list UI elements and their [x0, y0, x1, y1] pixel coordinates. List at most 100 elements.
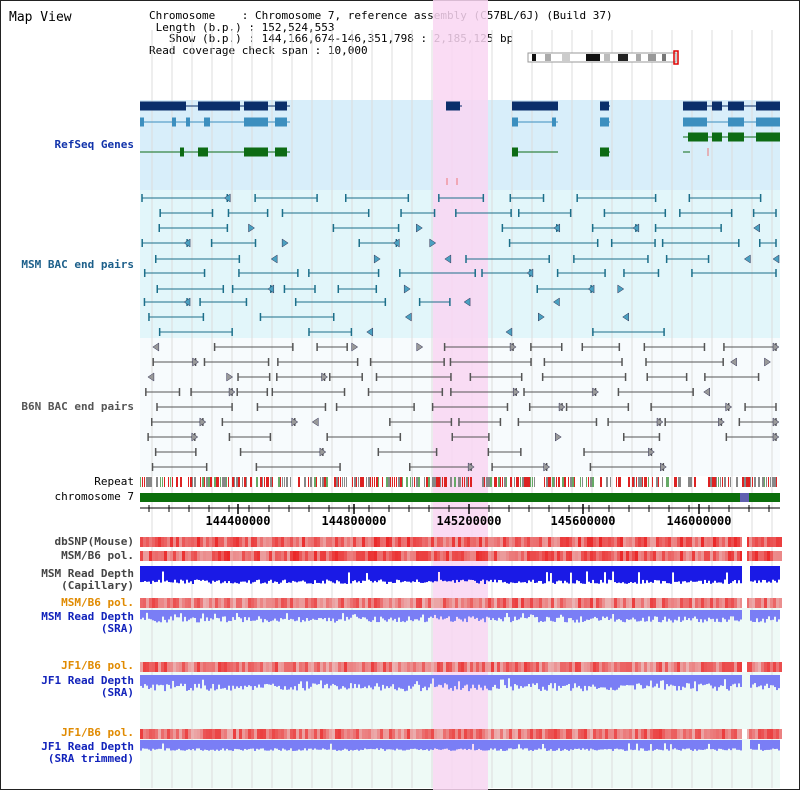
msm-depth-sra-bar	[612, 610, 614, 615]
jf1-depth-trimmed-bar	[450, 740, 452, 751]
msm-b6-pol-cell	[656, 551, 659, 561]
track-label-msm-b6-pol-2[interactable]: MSM/B6 pol.	[61, 596, 134, 609]
jf1-depth-sra-bar	[186, 675, 188, 691]
msm-b6-pol-cell	[563, 551, 566, 561]
repeat-element	[162, 477, 163, 487]
jf1-depth-sra-bar	[418, 675, 420, 685]
jf1-depth-trimmed-bar	[630, 740, 632, 750]
msm-depth-capillary-bar	[488, 566, 490, 582]
repeat-element	[298, 477, 300, 487]
jf1-depth-sra-bar	[208, 675, 210, 691]
msm-b6-pol-cell	[602, 551, 605, 561]
msm-depth-capillary-bar	[216, 566, 218, 581]
msm-b6-pol2-cell	[269, 598, 272, 608]
msm-b6-pol-cell	[191, 551, 194, 561]
jf1-depth-trimmed-bar	[332, 740, 334, 750]
jf1-depth-sra-bar	[484, 675, 486, 686]
repeat-element	[228, 477, 229, 487]
repeat-element	[562, 477, 564, 487]
jf1-b6-pol2-cell	[377, 729, 380, 739]
jf1-depth-sra-bar	[436, 675, 438, 687]
jf1-b6-pol2-cell	[659, 729, 662, 739]
msm-depth-sra-bar	[480, 610, 482, 620]
msm-b6-pol2-cell	[251, 598, 254, 608]
jf1-depth-sra-bar	[708, 675, 710, 684]
dbsnp-cell	[368, 537, 371, 547]
b6n-bac-end	[191, 432, 199, 442]
msm-depth-capillary-bar	[228, 566, 230, 582]
jf1-b6-pol-cell	[689, 662, 692, 672]
jf1-b6-pol-cell	[704, 662, 707, 672]
jf1-depth-trimmed-bar	[260, 740, 262, 749]
msm-depth-sra-bar	[542, 610, 544, 622]
dbsnp-cell	[674, 537, 677, 547]
repeat-element	[718, 477, 719, 487]
repeat-element	[304, 477, 306, 487]
msm-depth-sra-bar	[248, 610, 250, 618]
track-label-b6n-bac[interactable]: B6N BAC end pairs	[21, 400, 134, 413]
jf1-depth-trimmed-bar	[774, 740, 776, 750]
jf1-b6-pol2-cell	[656, 729, 659, 739]
jf1-depth-sra-bar	[168, 675, 170, 685]
repeat-element	[652, 477, 653, 487]
jf1-b6-pol-cell	[398, 662, 401, 672]
msm-b6-pol-cell	[170, 551, 173, 561]
dbsnp-cell	[515, 537, 518, 547]
jf1-b6-pol-cell	[494, 662, 497, 672]
jf1-depth-trimmed-bar	[658, 740, 660, 750]
jf1-b6-pol-cell	[773, 662, 776, 672]
jf1-depth-trimmed-bar	[258, 740, 260, 750]
track-label-jf1-b6-pol-2[interactable]: JF1/B6 pol.	[61, 726, 134, 739]
jf1-depth-sra-bar	[752, 675, 754, 685]
jf1-b6-pol2-cell	[344, 729, 347, 739]
track-label-jf1-b6-pol-1[interactable]: JF1/B6 pol.	[61, 659, 134, 672]
track-label-jf1-depth-trimmed[interactable]: JF1 Read Depth (SRA trimmed)	[41, 740, 134, 765]
track-label-chromosome[interactable]: chromosome 7	[54, 490, 134, 503]
jf1-depth-sra-bar	[252, 675, 254, 690]
jf1-b6-pol-cell	[533, 662, 536, 672]
jf1-b6-pol2-cell	[341, 729, 344, 739]
jf1-depth-trimmed-bar	[454, 740, 456, 751]
msm-depth-capillary-bar	[252, 566, 254, 583]
repeat-element	[748, 477, 750, 487]
dbsnp-cell	[506, 537, 509, 547]
msm-depth-capillary-bar	[642, 566, 644, 580]
msm-b6-pol2-cell	[197, 598, 200, 608]
msm-b6-pol2-cell	[464, 598, 467, 608]
repeat-element	[204, 477, 205, 487]
dbsnp-cell	[494, 537, 497, 547]
dbsnp-cell	[527, 537, 530, 547]
msm-b6-pol-cell	[773, 551, 776, 561]
msm-depth-sra-bar	[666, 610, 668, 622]
repeat-element	[210, 477, 212, 487]
repeat-element	[388, 477, 390, 487]
msm-b6-pol-cell	[203, 551, 206, 561]
msm-depth-capillary-bar	[752, 566, 754, 582]
track-label-msm-bac[interactable]: MSM BAC end pairs	[21, 258, 134, 271]
msm-depth-sra-bar	[682, 610, 684, 621]
msm-b6-pol-cell	[527, 551, 530, 561]
dbsnp-cell	[443, 537, 446, 547]
msm-b6-pol-cell	[695, 551, 698, 561]
repeat-element	[372, 477, 373, 487]
jf1-depth-trimmed-bar	[424, 740, 426, 750]
jf1-depth-sra-bar	[688, 675, 690, 684]
msm-b6-pol-cell	[758, 551, 761, 561]
jf1-depth-sra-bar	[298, 675, 300, 684]
track-label-jf1-depth-sra[interactable]: JF1 Read Depth (SRA)	[41, 674, 134, 699]
gene-exon	[756, 117, 780, 127]
jf1-depth-trimmed-bar	[638, 740, 640, 751]
msm-b6-pol2-cell	[290, 598, 293, 608]
track-label-msm-b6-pol-1[interactable]: MSM/B6 pol.	[61, 549, 134, 562]
track-label-repeat[interactable]: Repeat	[94, 475, 134, 488]
msm-depth-capillary-bar	[460, 566, 462, 581]
msm-b6-pol2-cell	[698, 598, 701, 608]
track-label-msm-depth-sra[interactable]: MSM Read Depth (SRA)	[41, 610, 134, 635]
track-label-msm-depth-capillary[interactable]: MSM Read Depth (Capillary)	[41, 567, 134, 592]
jf1-depth-trimmed-bar	[280, 740, 282, 751]
track-label-refseq-genes[interactable]: RefSeq Genes	[54, 138, 134, 151]
jf1-depth-trimmed-bar	[704, 740, 706, 750]
msm-depth-sra-bar	[494, 610, 496, 621]
track-label-dbsnp[interactable]: dbSNP(Mouse)	[54, 535, 134, 548]
